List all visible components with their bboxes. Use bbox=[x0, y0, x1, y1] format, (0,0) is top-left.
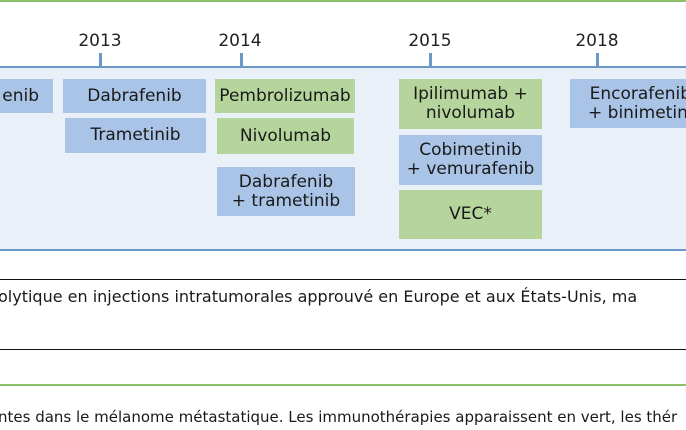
footnote-bottom-rule bbox=[0, 349, 686, 350]
year-tick-2015 bbox=[429, 53, 432, 66]
year-label-2018: 2018 bbox=[575, 31, 619, 51]
footnote-top-rule bbox=[0, 279, 686, 280]
year-tick-2014 bbox=[240, 53, 243, 66]
drug-box-vec: VEC* bbox=[399, 190, 542, 239]
drug-box-encorafenib-binimetinib: Encorafenib + binimetini bbox=[570, 79, 686, 128]
drug-box-dabrafenib: Dabrafenib bbox=[63, 79, 206, 113]
drug-box-nivolumab: Nivolumab bbox=[217, 118, 354, 154]
drug-box-ipilimumab-nivolumab: Ipilimumab + nivolumab bbox=[399, 79, 542, 129]
drug-box-pembrolizumab: Pembrolizumab bbox=[215, 79, 355, 113]
year-label-2015: 2015 bbox=[408, 31, 452, 51]
year-tick-2018 bbox=[596, 53, 599, 66]
caption-top-rule bbox=[0, 384, 686, 386]
year-label-2014: 2014 bbox=[218, 31, 262, 51]
top-rule bbox=[0, 0, 686, 2]
drug-box-cobimetinib-vemurafenib: Cobimetinib + vemurafenib bbox=[399, 135, 542, 185]
footnote-text: olytique en injections intratumorales ap… bbox=[0, 287, 638, 306]
figure-caption: ntes dans le mélanome métastatique. Les … bbox=[0, 408, 678, 426]
year-tick-2013 bbox=[99, 53, 102, 66]
drug-box-dabrafenib-trametinib: Dabrafenib + trametinib bbox=[217, 167, 355, 216]
drug-box-partial-left: enib bbox=[0, 79, 53, 113]
drug-box-trametinib: Trametinib bbox=[65, 118, 206, 153]
year-label-2013: 2013 bbox=[78, 31, 122, 51]
